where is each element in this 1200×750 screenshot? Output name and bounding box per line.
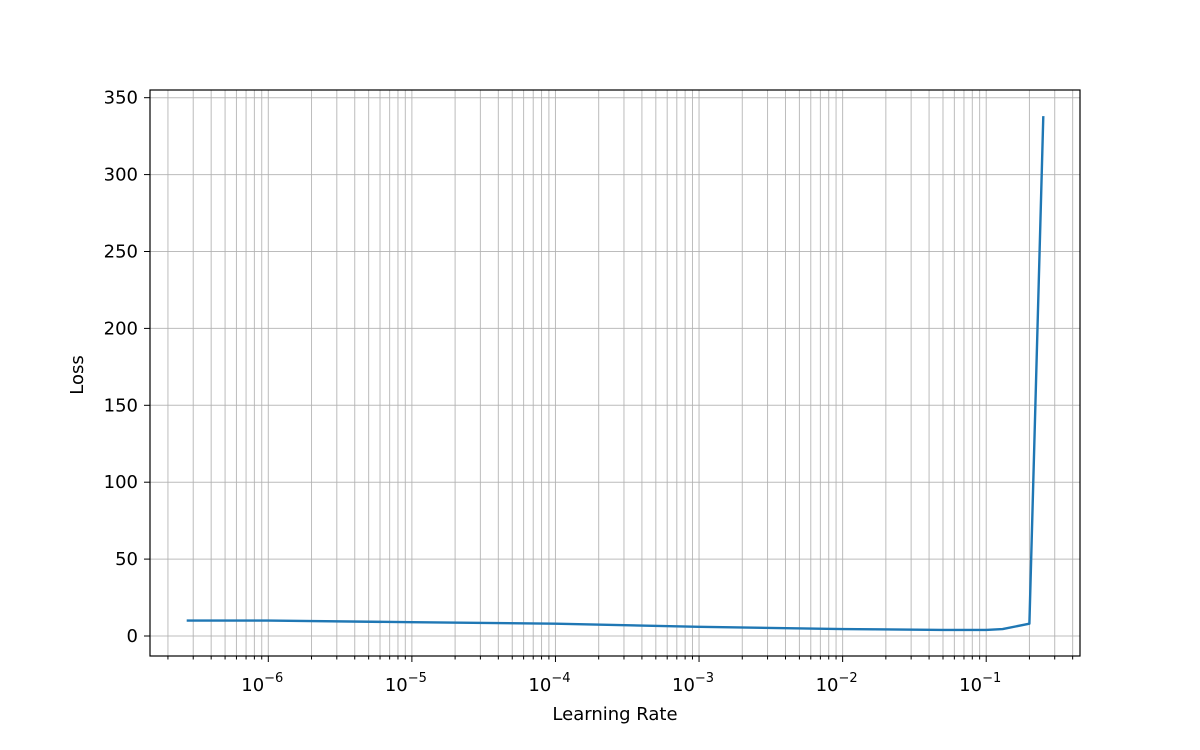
y-tick-label: 200 (104, 318, 138, 339)
y-tick-label: 100 (104, 472, 138, 493)
plot-frame (149, 89, 1081, 657)
x-tick-label: 10−5 (385, 671, 427, 696)
x-axis-label: Learning Rate (552, 704, 677, 725)
x-tick-label: 10−6 (241, 671, 283, 696)
grid (150, 90, 1080, 656)
x-tick-label: 10−1 (959, 671, 1001, 696)
loss-line (186, 116, 1045, 632)
y-axis-label: Loss (67, 355, 88, 394)
y-tick-label: 50 (115, 549, 138, 570)
ticks: 0 50 100 150 200 250 300 350 10−6 10−5 10−4 10−3 10−… (104, 88, 1074, 696)
y-tick-label: 250 (104, 241, 138, 262)
y-tick-label: 300 (104, 165, 138, 186)
y-tick-label: 350 (104, 88, 138, 109)
y-tick-label: 150 (104, 395, 138, 416)
x-tick-label: 10−4 (528, 671, 570, 696)
series-layer (186, 116, 1045, 632)
x-tick-label: 10−3 (672, 671, 714, 696)
x-tick-label: 10−2 (816, 671, 858, 696)
y-tick-label: 0 (127, 626, 138, 647)
